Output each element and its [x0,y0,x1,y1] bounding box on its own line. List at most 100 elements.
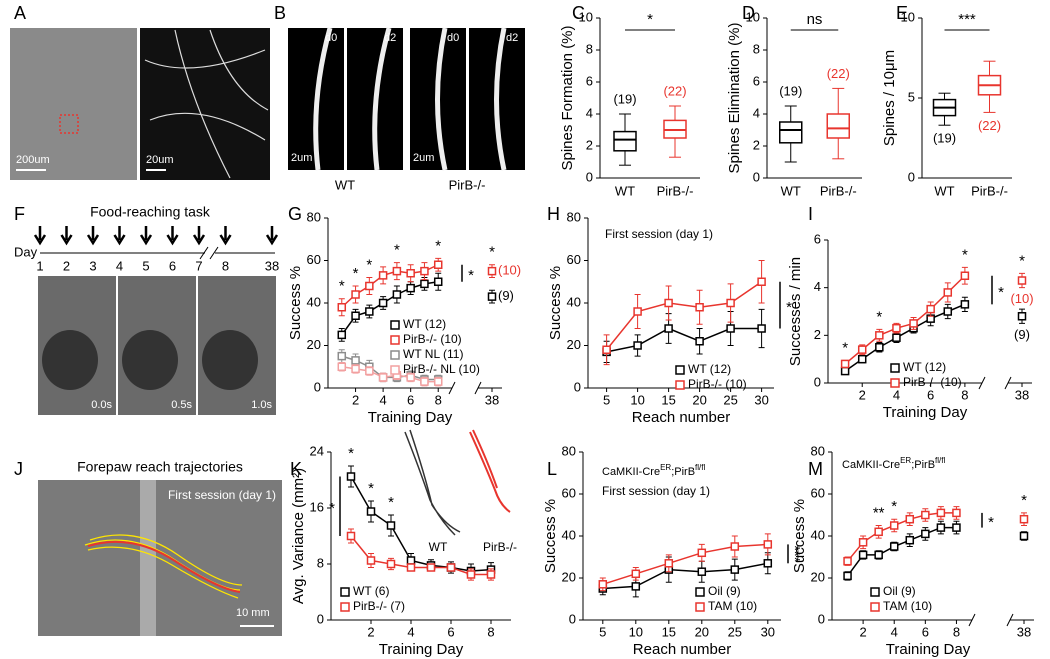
x-axis-title: Reach number [632,409,730,426]
y-tick-label: 8 [586,41,593,56]
legend-label: WT (12) [903,360,946,374]
panel-letter: J [14,459,23,479]
x-tick-label: 25 [728,624,742,639]
annotation-part: ER [660,463,671,472]
day-label: d0 [447,32,459,44]
x-tick-label: WT [934,183,954,198]
scale-label: 20um [146,154,174,166]
x-tick-label: 8 [435,392,442,407]
day-number: 7 [195,258,202,273]
marker [337,362,347,371]
inset-trajectory [469,429,511,513]
marker [664,324,673,333]
day-number: 2 [63,258,70,273]
x-axis-title: Reach number [633,641,731,658]
marker [633,307,642,316]
x-tick-label: 8 [487,624,494,639]
time-label: 0.5s [171,399,192,411]
inset-trajectory [404,429,461,536]
marker [843,556,852,566]
y-tick-label: 20 [562,569,576,584]
y-tick-label: 5 [908,89,915,104]
marker [346,472,356,481]
legend-marker [890,378,900,388]
significance: * [786,299,792,316]
y-tick-label: 0 [586,169,593,184]
significance: * [353,265,359,282]
panel-letter: I [808,204,813,224]
marker [921,529,930,539]
marker [631,582,641,591]
chart: 0 2 4 6 8 10 WT (19) PirB-/- (22) * Spines Formatio… [559,9,700,198]
annotation: CaMKII-CreER;PirBfl/fl [842,456,945,471]
timeline [40,246,275,260]
marker [365,307,374,316]
photo-cortex [10,28,137,180]
axis-break [448,381,482,395]
x-tick-label: 6 [927,387,934,402]
x-tick-label: 10 [629,624,643,639]
x-tick-label: 15 [662,624,676,639]
legend-marker [340,602,350,612]
marker [905,514,915,524]
marker [858,538,868,547]
axis-break [978,376,1012,390]
marker [598,580,608,589]
day-number: 38 [265,258,279,273]
marker [433,277,443,286]
mouse [202,330,258,390]
marker [840,359,850,369]
marker [420,266,429,276]
arrow [33,226,47,246]
legend-label: WT (6) [353,584,389,598]
series-line [602,543,768,586]
x-tick-label: 38 [1015,387,1029,402]
y-axis-title: Successes / min [787,257,804,366]
significance: * [1021,492,1027,509]
x-tick-label: 2 [859,624,866,639]
inset-label: WT [429,540,448,554]
y-tick-label: 0 [574,379,581,394]
x-tick-label: 8 [961,387,968,402]
marker [487,292,497,301]
legend-label: TAM (10) [708,599,757,613]
marker [406,269,415,278]
mean-trajectory [87,540,241,593]
y-tick-label: 0 [908,169,915,184]
box [826,113,850,139]
annotation-part: CaMKII-Cre [842,459,900,471]
y-axis-title: Spines Elimination (%) [726,23,743,174]
marker [486,570,496,579]
day-axis-label: Day [14,244,38,259]
n-label: (9) [498,288,514,303]
marker [433,260,443,269]
panel-letter: B [274,3,286,23]
annotation: First session (day 1) [602,484,710,498]
significance: * [876,308,882,325]
marker [840,366,850,376]
n-label: (10) [1010,291,1033,306]
annotation-part: CaMKII-Cre [602,466,660,478]
marker [892,323,901,333]
significance: * [339,278,345,295]
y-tick-label: 10 [901,9,915,24]
x-tick-label: 6 [407,392,414,407]
y-tick-label: 0 [818,611,825,626]
scale-label: 2um [291,152,312,164]
marker [943,288,953,297]
x-tick-label: 5 [599,624,606,639]
y-tick-label: 8 [317,555,324,570]
marker [406,283,415,293]
legend-marker [870,587,880,597]
legend-marker [695,587,705,597]
y-tick-label: 40 [307,294,321,309]
legend-marker [390,335,400,345]
marker [936,508,946,518]
annotation: CaMKII-CreER;PirBfl/fl [602,463,705,478]
marker [351,311,360,320]
y-tick-label: 20 [811,569,825,584]
arrow [86,226,100,246]
marker [697,548,707,558]
